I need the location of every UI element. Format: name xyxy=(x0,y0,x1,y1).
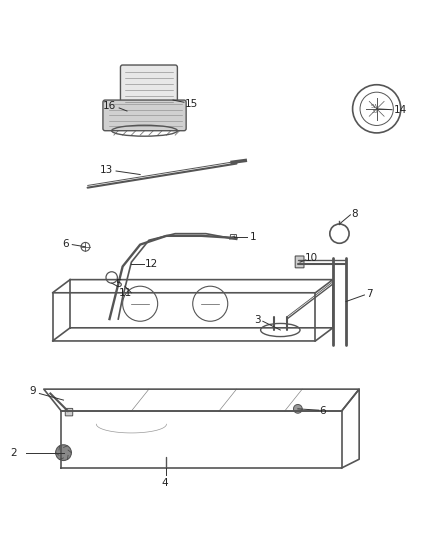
Text: 13: 13 xyxy=(100,165,113,175)
Text: 15: 15 xyxy=(185,99,198,109)
Text: 6: 6 xyxy=(63,239,69,249)
Text: 14: 14 xyxy=(393,105,406,115)
Circle shape xyxy=(293,405,302,413)
FancyBboxPatch shape xyxy=(103,100,186,131)
FancyBboxPatch shape xyxy=(230,235,237,239)
Text: 16: 16 xyxy=(103,101,116,111)
FancyBboxPatch shape xyxy=(65,408,73,416)
Text: 4: 4 xyxy=(161,478,168,488)
Text: 10: 10 xyxy=(304,253,318,263)
FancyBboxPatch shape xyxy=(120,65,177,107)
Text: 30: 30 xyxy=(371,109,378,114)
FancyBboxPatch shape xyxy=(295,256,304,268)
Text: 6: 6 xyxy=(320,406,326,416)
Text: 7: 7 xyxy=(366,289,372,298)
Text: 5W: 5W xyxy=(371,104,378,109)
Text: 3: 3 xyxy=(254,315,261,325)
Text: 1: 1 xyxy=(250,232,256,242)
Text: 12: 12 xyxy=(145,260,158,269)
Text: 8: 8 xyxy=(352,209,358,219)
Text: 2: 2 xyxy=(10,448,17,458)
Text: 11: 11 xyxy=(119,287,132,297)
Text: 5: 5 xyxy=(115,279,122,289)
Text: 9: 9 xyxy=(29,386,36,397)
Circle shape xyxy=(56,445,71,461)
